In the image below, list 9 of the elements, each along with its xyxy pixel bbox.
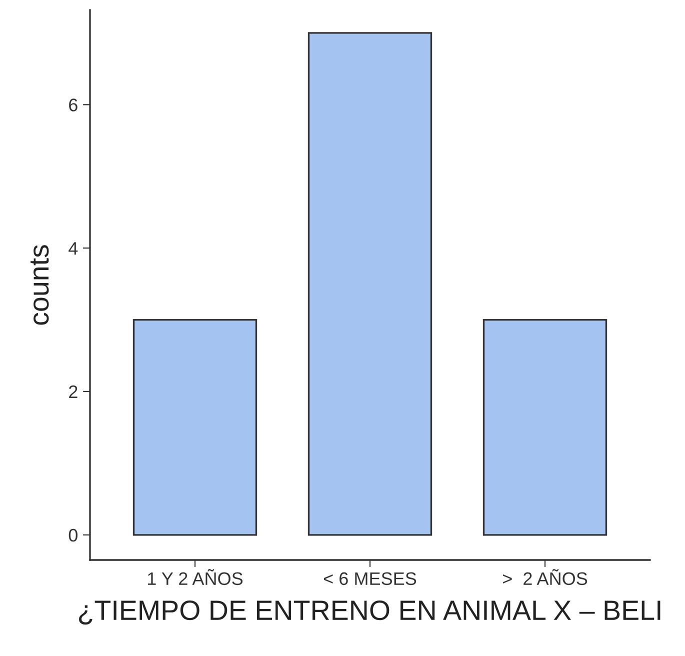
y-tick-label: 2	[69, 385, 78, 398]
x-axis-title: ¿TIEMPO DE ENTRENO EN ANIMAL X – BELI	[79, 600, 660, 625]
y-tick-label: 4	[68, 242, 78, 255]
x-tick-label: > 2 AÑOS	[502, 569, 588, 586]
x-tick-label: 1 Y 2 AÑOS	[148, 569, 243, 586]
y-tick-label: 6	[69, 98, 78, 112]
x-tick-label: < 6 MESES	[324, 572, 416, 586]
y-axis-title: counts	[30, 245, 49, 325]
y-tick-label: 0	[68, 528, 78, 542]
